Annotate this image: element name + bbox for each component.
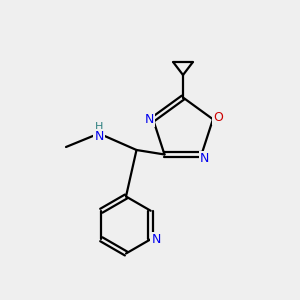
Text: H: H xyxy=(95,122,103,132)
Text: N: N xyxy=(152,233,161,246)
Text: N: N xyxy=(94,130,104,143)
Text: O: O xyxy=(213,111,223,124)
Text: N: N xyxy=(145,113,154,126)
Text: N: N xyxy=(200,152,209,165)
